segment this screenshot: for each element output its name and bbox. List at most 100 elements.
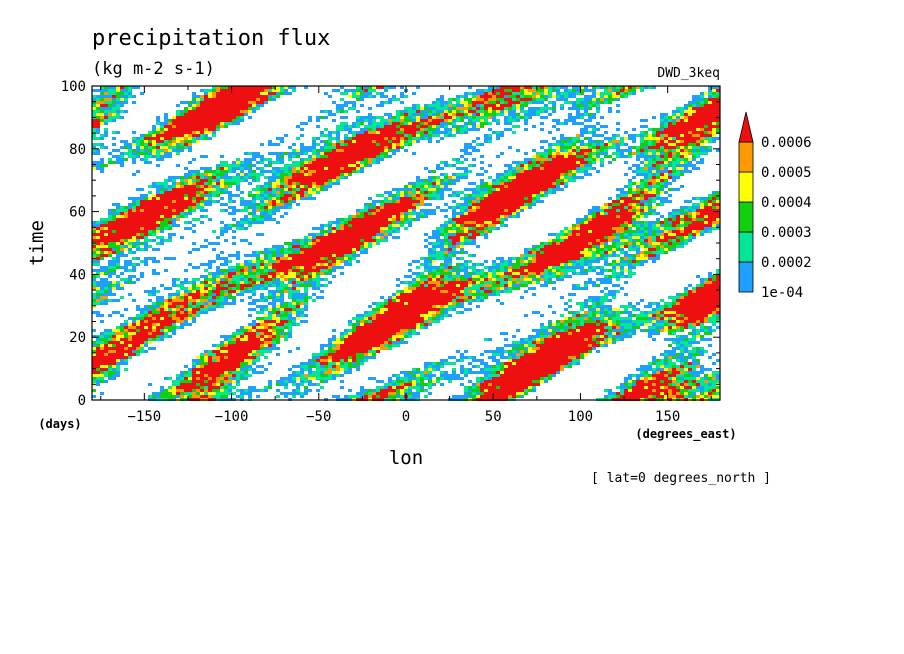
field-cell [600, 323, 608, 326]
field-cell [436, 269, 444, 272]
field-cell [132, 299, 136, 302]
field-cell [640, 206, 644, 209]
field-cell [176, 182, 180, 185]
field-cell [412, 119, 416, 122]
field-cell [364, 317, 368, 320]
field-cell [512, 275, 520, 278]
field-cell [660, 191, 664, 194]
field-cell [572, 323, 576, 326]
field-cell [224, 284, 228, 287]
field-cell [656, 323, 664, 326]
field-cell [192, 98, 196, 101]
field-cell [628, 182, 632, 185]
field-cell [224, 341, 228, 344]
field-cell [608, 308, 612, 311]
field-cell [260, 308, 264, 311]
field-cell [412, 278, 416, 281]
field-cell [96, 248, 100, 251]
field-cell [508, 260, 512, 263]
field-cell [636, 242, 640, 245]
field-cell [500, 221, 504, 224]
field-cell [372, 161, 376, 164]
field-cell [496, 122, 500, 125]
field-cell [604, 326, 612, 329]
field-cell [400, 137, 404, 140]
field-cell [624, 251, 628, 254]
field-cell [572, 143, 576, 146]
field-cell [256, 176, 260, 179]
field-cell [300, 182, 312, 185]
field-cell [328, 269, 332, 272]
field-cell [464, 266, 468, 269]
field-cell [172, 116, 176, 119]
field-cell [576, 263, 580, 266]
field-cell [612, 95, 620, 98]
field-cell [664, 137, 668, 140]
field-cell [612, 233, 616, 236]
field-cell [96, 275, 100, 278]
field-cell [556, 155, 564, 158]
field-cell [364, 158, 368, 161]
field-cell [260, 215, 264, 218]
field-cell [216, 296, 220, 299]
field-cell [584, 221, 588, 224]
field-cell [292, 143, 296, 146]
field-cell [360, 161, 364, 164]
field-cell [404, 113, 408, 116]
field-cell [412, 185, 416, 188]
field-cell [420, 185, 424, 188]
field-cell [652, 242, 660, 245]
field-cell [500, 275, 504, 278]
field-cell [196, 203, 200, 206]
field-cell [700, 320, 704, 323]
field-cell [452, 209, 456, 212]
field-cell [624, 185, 628, 188]
field-cell [604, 308, 608, 311]
field-cell [280, 188, 284, 191]
field-cell [328, 230, 332, 233]
field-cell [608, 299, 612, 302]
field-cell [292, 167, 296, 170]
field-cell [524, 101, 528, 104]
field-cell [360, 248, 364, 251]
field-cell [708, 314, 712, 317]
field-cell [448, 101, 452, 104]
field-cell [256, 335, 260, 338]
field-cell [284, 164, 300, 167]
field-cell [596, 212, 600, 215]
field-cell [244, 227, 248, 230]
field-cell [456, 269, 460, 272]
field-cell [204, 98, 256, 101]
field-cell [660, 203, 664, 206]
field-cell [660, 329, 664, 332]
field-cell [428, 122, 440, 125]
field-cell [168, 140, 172, 143]
field-cell [396, 218, 400, 221]
field-cell [264, 296, 268, 299]
field-cell [348, 329, 352, 332]
field-cell [520, 104, 528, 107]
field-cell [176, 125, 216, 128]
field-cell [456, 176, 468, 179]
field-cell [632, 254, 636, 257]
field-cell [700, 101, 704, 104]
field-cell [96, 167, 104, 170]
field-cell [576, 218, 584, 221]
field-cell [476, 89, 484, 92]
field-cell [256, 98, 260, 101]
field-cell [472, 119, 480, 122]
field-cell [604, 101, 608, 104]
field-cell [292, 296, 304, 299]
field-cell [176, 218, 180, 221]
field-cell [300, 266, 304, 269]
field-cell [592, 113, 596, 116]
field-cell [544, 98, 548, 101]
field-cell [404, 143, 408, 146]
field-cell [228, 284, 236, 287]
field-cell [712, 140, 716, 143]
field-cell [632, 314, 636, 317]
field-cell [704, 131, 708, 134]
field-cell [404, 95, 408, 98]
field-cell [384, 149, 388, 152]
field-cell [688, 131, 692, 134]
